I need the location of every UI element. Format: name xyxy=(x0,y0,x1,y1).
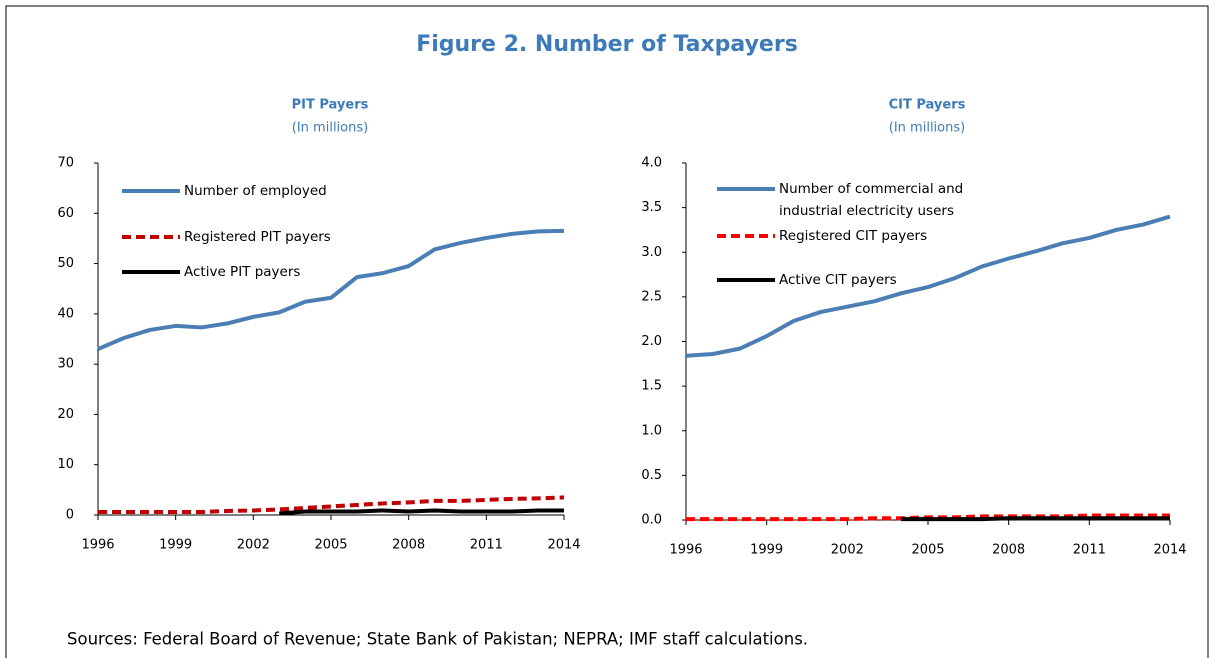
y-tick-label: 20 xyxy=(57,407,74,422)
y-tick-label: 0.5 xyxy=(641,468,662,483)
x-tick-label: 2005 xyxy=(911,543,944,558)
x-tick-label: 2014 xyxy=(547,538,580,553)
y-tick-label: 0 xyxy=(66,508,74,523)
x-tick-label: 2008 xyxy=(992,543,1025,558)
source-note: Sources: Federal Board of Revenue; State… xyxy=(67,630,808,649)
chart-subtitle: (In millions) xyxy=(292,121,368,136)
y-tick-label: 0.0 xyxy=(641,513,662,528)
y-tick-label: 70 xyxy=(57,156,74,171)
x-tick-label: 1999 xyxy=(750,543,783,558)
figure-title: Figure 2. Number of Taxpayers xyxy=(416,32,798,57)
x-tick-label: 2011 xyxy=(470,538,503,553)
series-line xyxy=(97,228,565,351)
chart-title: CIT Payers xyxy=(889,98,966,113)
y-tick-label: 50 xyxy=(57,256,74,271)
series-line xyxy=(901,516,1170,522)
legend-label: Number of employed xyxy=(184,183,327,199)
y-tick-label: 1.5 xyxy=(641,379,662,394)
chart-title: PIT Payers xyxy=(292,98,369,113)
x-tick-label: 2002 xyxy=(237,538,270,553)
y-tick-label: 1.0 xyxy=(641,423,662,438)
series-line xyxy=(279,508,564,516)
series-line xyxy=(98,495,565,514)
series-line xyxy=(685,214,1171,358)
legend-label: Number of commercial and industrial elec… xyxy=(779,181,964,219)
legend-label: Active PIT payers xyxy=(184,264,301,280)
chart-subtitle: (In millions) xyxy=(889,121,965,136)
y-tick-label: 60 xyxy=(57,206,74,221)
x-tick-label: 2011 xyxy=(1073,543,1106,558)
y-tick-label: 3.5 xyxy=(641,200,662,215)
legend-label: Active CIT payers xyxy=(779,272,897,288)
y-tick-label: 2.0 xyxy=(641,334,662,349)
frame xyxy=(5,5,1209,658)
x-tick-label: 2002 xyxy=(831,543,864,558)
x-tick-label: 1999 xyxy=(159,538,192,553)
x-tick-label: 2008 xyxy=(392,538,425,553)
x-tick-label: 1996 xyxy=(669,543,702,558)
legend-label: Registered CIT payers xyxy=(779,228,928,244)
x-tick-label: 2005 xyxy=(314,538,347,553)
y-tick-label: 30 xyxy=(57,357,74,372)
legend-label: Registered PIT payers xyxy=(184,229,331,245)
y-tick-label: 4.0 xyxy=(641,156,662,171)
y-tick-label: 40 xyxy=(57,306,74,321)
x-tick-label: 1996 xyxy=(81,538,114,553)
x-tick-label: 2014 xyxy=(1153,543,1186,558)
y-tick-label: 3.0 xyxy=(641,245,662,260)
y-tick-label: 2.5 xyxy=(641,289,662,304)
y-tick-label: 10 xyxy=(57,457,74,472)
